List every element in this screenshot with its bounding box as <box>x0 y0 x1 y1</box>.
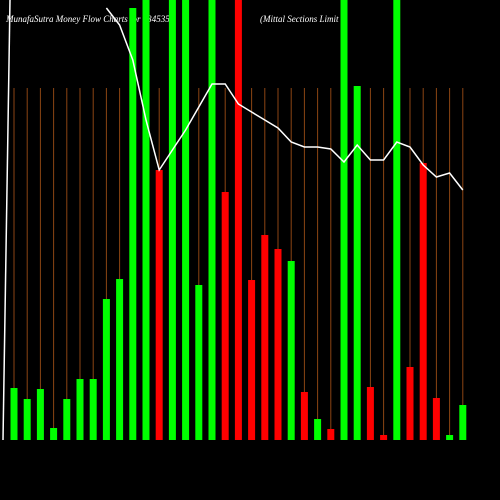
bar <box>459 405 467 440</box>
bar <box>340 0 348 440</box>
bar <box>380 435 388 440</box>
bar <box>182 0 190 440</box>
bar <box>274 249 282 440</box>
chart-subtitle: (Mittal Sections Limit <box>260 14 339 24</box>
bar <box>168 0 176 440</box>
bar <box>221 192 229 440</box>
bar <box>10 388 18 440</box>
bar <box>23 399 31 440</box>
bar <box>76 379 84 440</box>
bar <box>155 170 163 440</box>
bar <box>393 0 401 440</box>
bar <box>102 299 110 440</box>
bar <box>195 285 203 440</box>
bar <box>234 0 242 440</box>
decor-line <box>2 0 11 441</box>
bar <box>261 235 269 440</box>
bar <box>300 392 308 440</box>
bar <box>208 0 216 440</box>
bar <box>432 398 440 440</box>
bar <box>116 279 124 440</box>
bar <box>353 86 361 440</box>
bar <box>406 367 414 440</box>
bar <box>314 419 322 440</box>
bar <box>129 8 137 440</box>
bar <box>142 0 150 440</box>
bar <box>50 428 58 440</box>
bar <box>36 389 44 440</box>
bar <box>63 399 71 440</box>
bar <box>419 163 427 440</box>
line <box>105 7 464 191</box>
chart-title: MunafaSutra Money Flow Charts for 534535 <box>5 14 170 24</box>
bar <box>366 387 374 440</box>
bar <box>89 379 97 440</box>
bar <box>446 435 454 440</box>
bar <box>327 429 335 440</box>
bar <box>248 280 256 440</box>
bar <box>287 261 295 440</box>
